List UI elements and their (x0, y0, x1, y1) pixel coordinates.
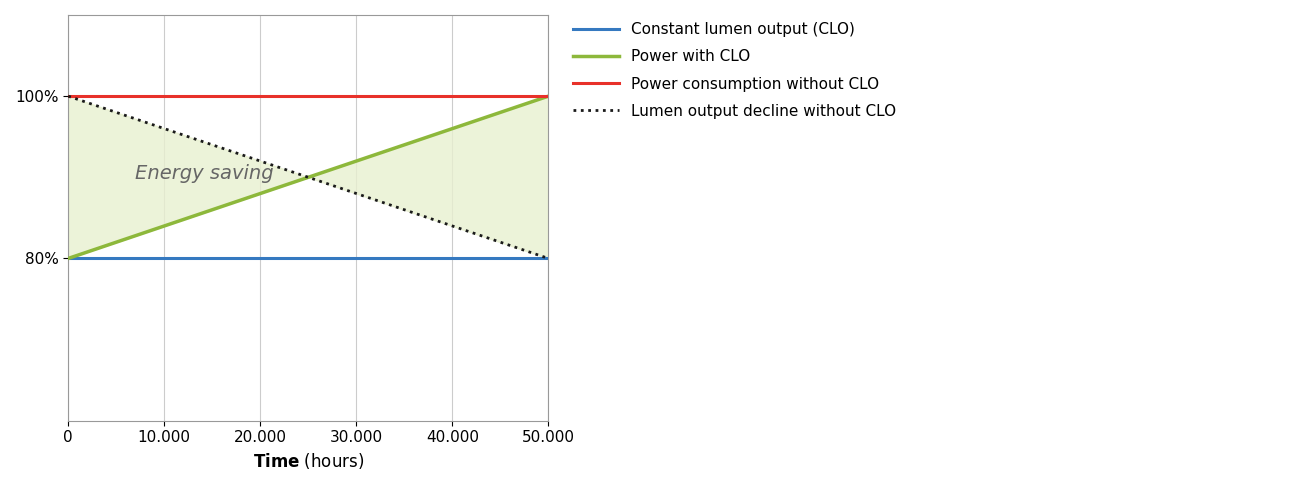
Text: Energy saving: Energy saving (136, 164, 274, 183)
X-axis label: $\mathbf{Time}$ (hours): $\mathbf{Time}$ (hours) (253, 451, 364, 471)
Legend: Constant lumen output (CLO), Power with CLO, Power consumption without CLO, Lume: Constant lumen output (CLO), Power with … (565, 15, 904, 126)
